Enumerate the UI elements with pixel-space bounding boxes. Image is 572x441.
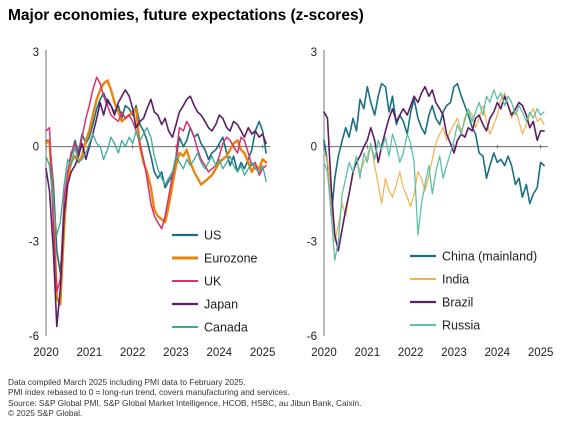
series-line-eurozone [44,79,268,306]
y-tick-label: 3 [311,47,317,59]
x-tick-label: 2020 [311,347,337,359]
legend-label-japan: Japan [204,298,238,312]
series-line-china-mainland [323,82,545,217]
x-tick-label: 2025 [250,347,276,359]
x-tick-label: 2024 [207,347,233,359]
legend-label-us: US [204,229,221,243]
series-line-us [45,92,267,274]
legend-label-india: India [442,273,469,287]
series-line-brazil [323,85,545,252]
y-tick-label: -6 [29,331,39,343]
x-tick-label: 2023 [163,347,189,359]
legend-label-uk: UK [204,275,222,289]
y-tick-label: -6 [307,331,317,343]
footer-note-rebase: PMI index rebased to 0 = long-run trend,… [8,387,290,398]
x-tick-label: 2025 [528,347,554,359]
footer-copyright: © 2025 S&P Global. [8,408,83,419]
x-tick-label: 2021 [77,347,103,359]
legend-label-russia: Russia [442,319,480,333]
y-tick-label: 0 [33,142,39,154]
legend-label-china-mainland: China (mainland) [442,250,537,264]
y-tick-label: 3 [33,47,39,59]
y-tick-label: -3 [29,236,39,248]
legend-label-eurozone: Eurozone [204,252,258,266]
footer: Data compiled March 2025 including PMI d… [8,377,361,419]
page-title: Major economies, future expectations (z-… [8,7,364,24]
series-line-uk [45,76,267,293]
series-line-russia [323,89,545,261]
y-tick-label: -3 [307,236,317,248]
x-tick-label: 2023 [441,347,467,359]
chart-panel-left: 3 0 -3 -6 2020 2021 2022 2023 2024 2025 US Eurozone… [29,47,276,359]
chart-panel-right: 3 0 -3 -6 2020 2021 2022 2023 2024 2025 China (mai… [307,47,554,359]
x-tick-label: 2024 [485,347,511,359]
legend-label-canada: Canada [204,321,248,335]
footer-note-source: Source: S&P Global PMI, S&P Global Marke… [8,397,362,408]
x-tick-label: 2021 [355,347,381,359]
x-tick-label: 2020 [33,347,59,359]
series-line-canada [45,127,267,236]
x-tick-label: 2022 [120,347,146,359]
legend-label-brazil: Brazil [442,296,473,310]
series-line-japan [45,89,267,328]
x-tick-label: 2022 [398,347,424,359]
footer-note-data-compiled: Data compiled March 2025 including PMI d… [8,377,246,387]
y-tick-label: 0 [311,142,317,154]
